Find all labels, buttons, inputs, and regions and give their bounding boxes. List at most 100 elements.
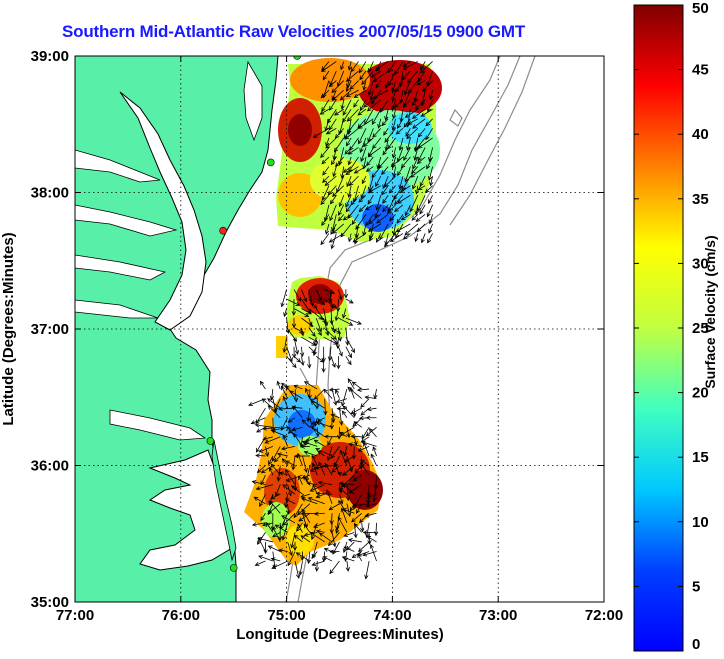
velocity-arrowhead	[392, 230, 397, 236]
velocity-arrow	[283, 396, 289, 409]
velocity-arrow	[374, 204, 382, 218]
velocity-arrow	[372, 137, 382, 149]
velocity-arrowhead	[392, 172, 397, 178]
velocity-arrowhead	[283, 312, 288, 318]
velocity-arrowhead	[346, 545, 351, 551]
velocity-arrowhead	[345, 170, 351, 175]
velocity-arrow	[351, 214, 359, 225]
velocity-arrowhead	[297, 510, 302, 516]
velocity-arrowhead	[334, 133, 340, 139]
velocity-arrow	[388, 70, 396, 86]
velocity-arrow	[305, 465, 311, 482]
velocity-arrow	[346, 560, 349, 572]
velocity-arrow	[327, 446, 333, 461]
velocity-arrowhead	[353, 440, 358, 446]
velocity-arrow	[390, 233, 404, 242]
velocity-arrowhead	[393, 195, 398, 201]
radar-station-marker	[266, 158, 275, 167]
velocity-arrow	[335, 389, 340, 399]
velocity-arrowhead	[271, 565, 277, 569]
velocity-arrow	[339, 408, 343, 425]
velocity-arrow	[348, 61, 352, 70]
velocity-arrow	[347, 386, 362, 399]
velocity-arrowhead	[340, 232, 345, 238]
velocity-arrowhead	[359, 106, 364, 112]
velocity-arrowhead	[324, 181, 330, 187]
velocity-arrowhead	[335, 525, 340, 531]
velocity-arrowhead	[292, 337, 298, 342]
velocity-arrowhead	[323, 410, 328, 416]
velocity-arrowhead	[282, 484, 287, 489]
velocity-arrow	[326, 127, 337, 135]
velocity-arrow	[376, 214, 389, 224]
velocity-arrowhead	[417, 132, 423, 138]
velocity-arrow	[261, 465, 274, 474]
velocity-arrow	[428, 195, 433, 204]
velocity-arrowhead	[325, 144, 330, 149]
velocity-arrow	[347, 378, 355, 390]
velocity-arrow	[316, 422, 333, 428]
velocity-arrowhead	[315, 447, 320, 452]
velocity-arrowhead	[336, 364, 341, 370]
colorbar-tick-label: 25	[692, 320, 709, 337]
velocity-arrow	[352, 381, 362, 390]
colorbar	[633, 4, 684, 652]
velocity-arrowhead	[338, 130, 343, 135]
velocity-arrow	[406, 137, 411, 151]
velocity-arrowhead	[357, 552, 362, 557]
velocity-arrowhead	[291, 323, 297, 329]
velocity-arrow	[346, 89, 359, 97]
velocity-arrow	[373, 89, 389, 99]
velocity-arrowhead	[324, 126, 329, 132]
velocity-arrowhead	[324, 229, 330, 235]
velocity-arrowhead	[389, 237, 395, 242]
velocity-arrowhead	[321, 159, 327, 165]
velocity-arrowhead	[352, 238, 358, 243]
velocity-arrow	[339, 450, 348, 466]
velocity-arrow	[428, 223, 433, 233]
velocity-arrow	[259, 446, 273, 453]
velocity-arrowhead	[365, 221, 370, 227]
velocity-arrowhead	[352, 412, 357, 418]
velocity-arrow	[348, 539, 362, 543]
velocity-arrowhead	[309, 467, 315, 472]
velocity-arrow	[378, 118, 382, 129]
velocity-arrow	[348, 147, 359, 155]
velocity-arrowhead	[359, 148, 364, 154]
velocity-arrow	[308, 289, 313, 306]
velocity-arrowhead	[326, 119, 332, 124]
velocity-arrowhead	[417, 144, 423, 149]
velocity-arrow	[301, 419, 311, 428]
velocity-arrow	[401, 156, 411, 168]
velocity-arrowhead	[312, 483, 317, 489]
velocity-arrow	[360, 147, 367, 162]
velocity-arrow	[358, 128, 367, 144]
velocity-arrowhead	[427, 238, 432, 244]
velocity-arrowhead	[369, 95, 374, 101]
velocity-arrowhead	[255, 453, 260, 458]
velocity-arrowhead	[286, 510, 291, 515]
velocity-arrow	[391, 156, 404, 167]
velocity-arrowhead	[267, 405, 273, 410]
velocity-arrowhead	[352, 422, 357, 428]
velocity-arrowhead	[376, 219, 381, 224]
velocity-arrow	[396, 223, 411, 232]
velocity-arrow	[330, 356, 336, 368]
y-tick-label: 35:00	[31, 594, 69, 611]
velocity-arrowhead	[267, 509, 272, 515]
velocity-arrow	[286, 474, 303, 482]
velocity-arrowhead	[329, 424, 335, 430]
velocity-arrowhead	[365, 167, 371, 172]
velocity-arrowhead	[339, 95, 345, 101]
velocity-arrow	[282, 512, 296, 526]
velocity-arrow	[309, 398, 325, 409]
velocity-arrowhead	[343, 458, 349, 463]
velocity-arrow	[255, 560, 266, 566]
velocity-arrow	[397, 194, 411, 204]
velocity-arrowhead	[363, 103, 368, 108]
velocity-arrow	[369, 428, 377, 438]
velocity-arrow	[314, 388, 325, 400]
velocity-arrow	[417, 128, 426, 138]
velocity-arrowhead	[260, 516, 265, 522]
velocity-arrowhead	[341, 556, 347, 561]
